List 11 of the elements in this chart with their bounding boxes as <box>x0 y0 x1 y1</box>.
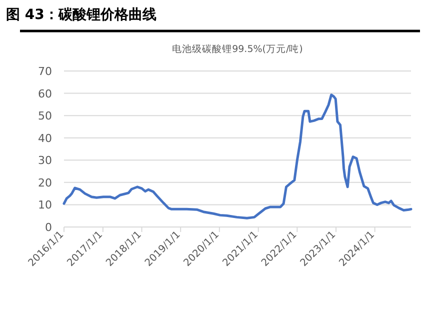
chart-subtitle: 电池级碳酸锂99.5%(万元/吨) <box>172 43 303 55</box>
y-tick-label: 60 <box>38 87 52 100</box>
y-tick-label: 50 <box>38 110 52 123</box>
chart-title: 图 43：碳酸锂价格曲线 <box>6 7 156 23</box>
y-tick-label: 10 <box>38 198 52 212</box>
y-tick-label: 70 <box>38 65 52 78</box>
y-tick-label: 30 <box>38 154 52 168</box>
y-tick-label: 0 <box>45 221 52 234</box>
y-tick-label: 20 <box>38 176 52 190</box>
line-series <box>62 94 412 220</box>
y-tick-label: 40 <box>38 132 52 145</box>
